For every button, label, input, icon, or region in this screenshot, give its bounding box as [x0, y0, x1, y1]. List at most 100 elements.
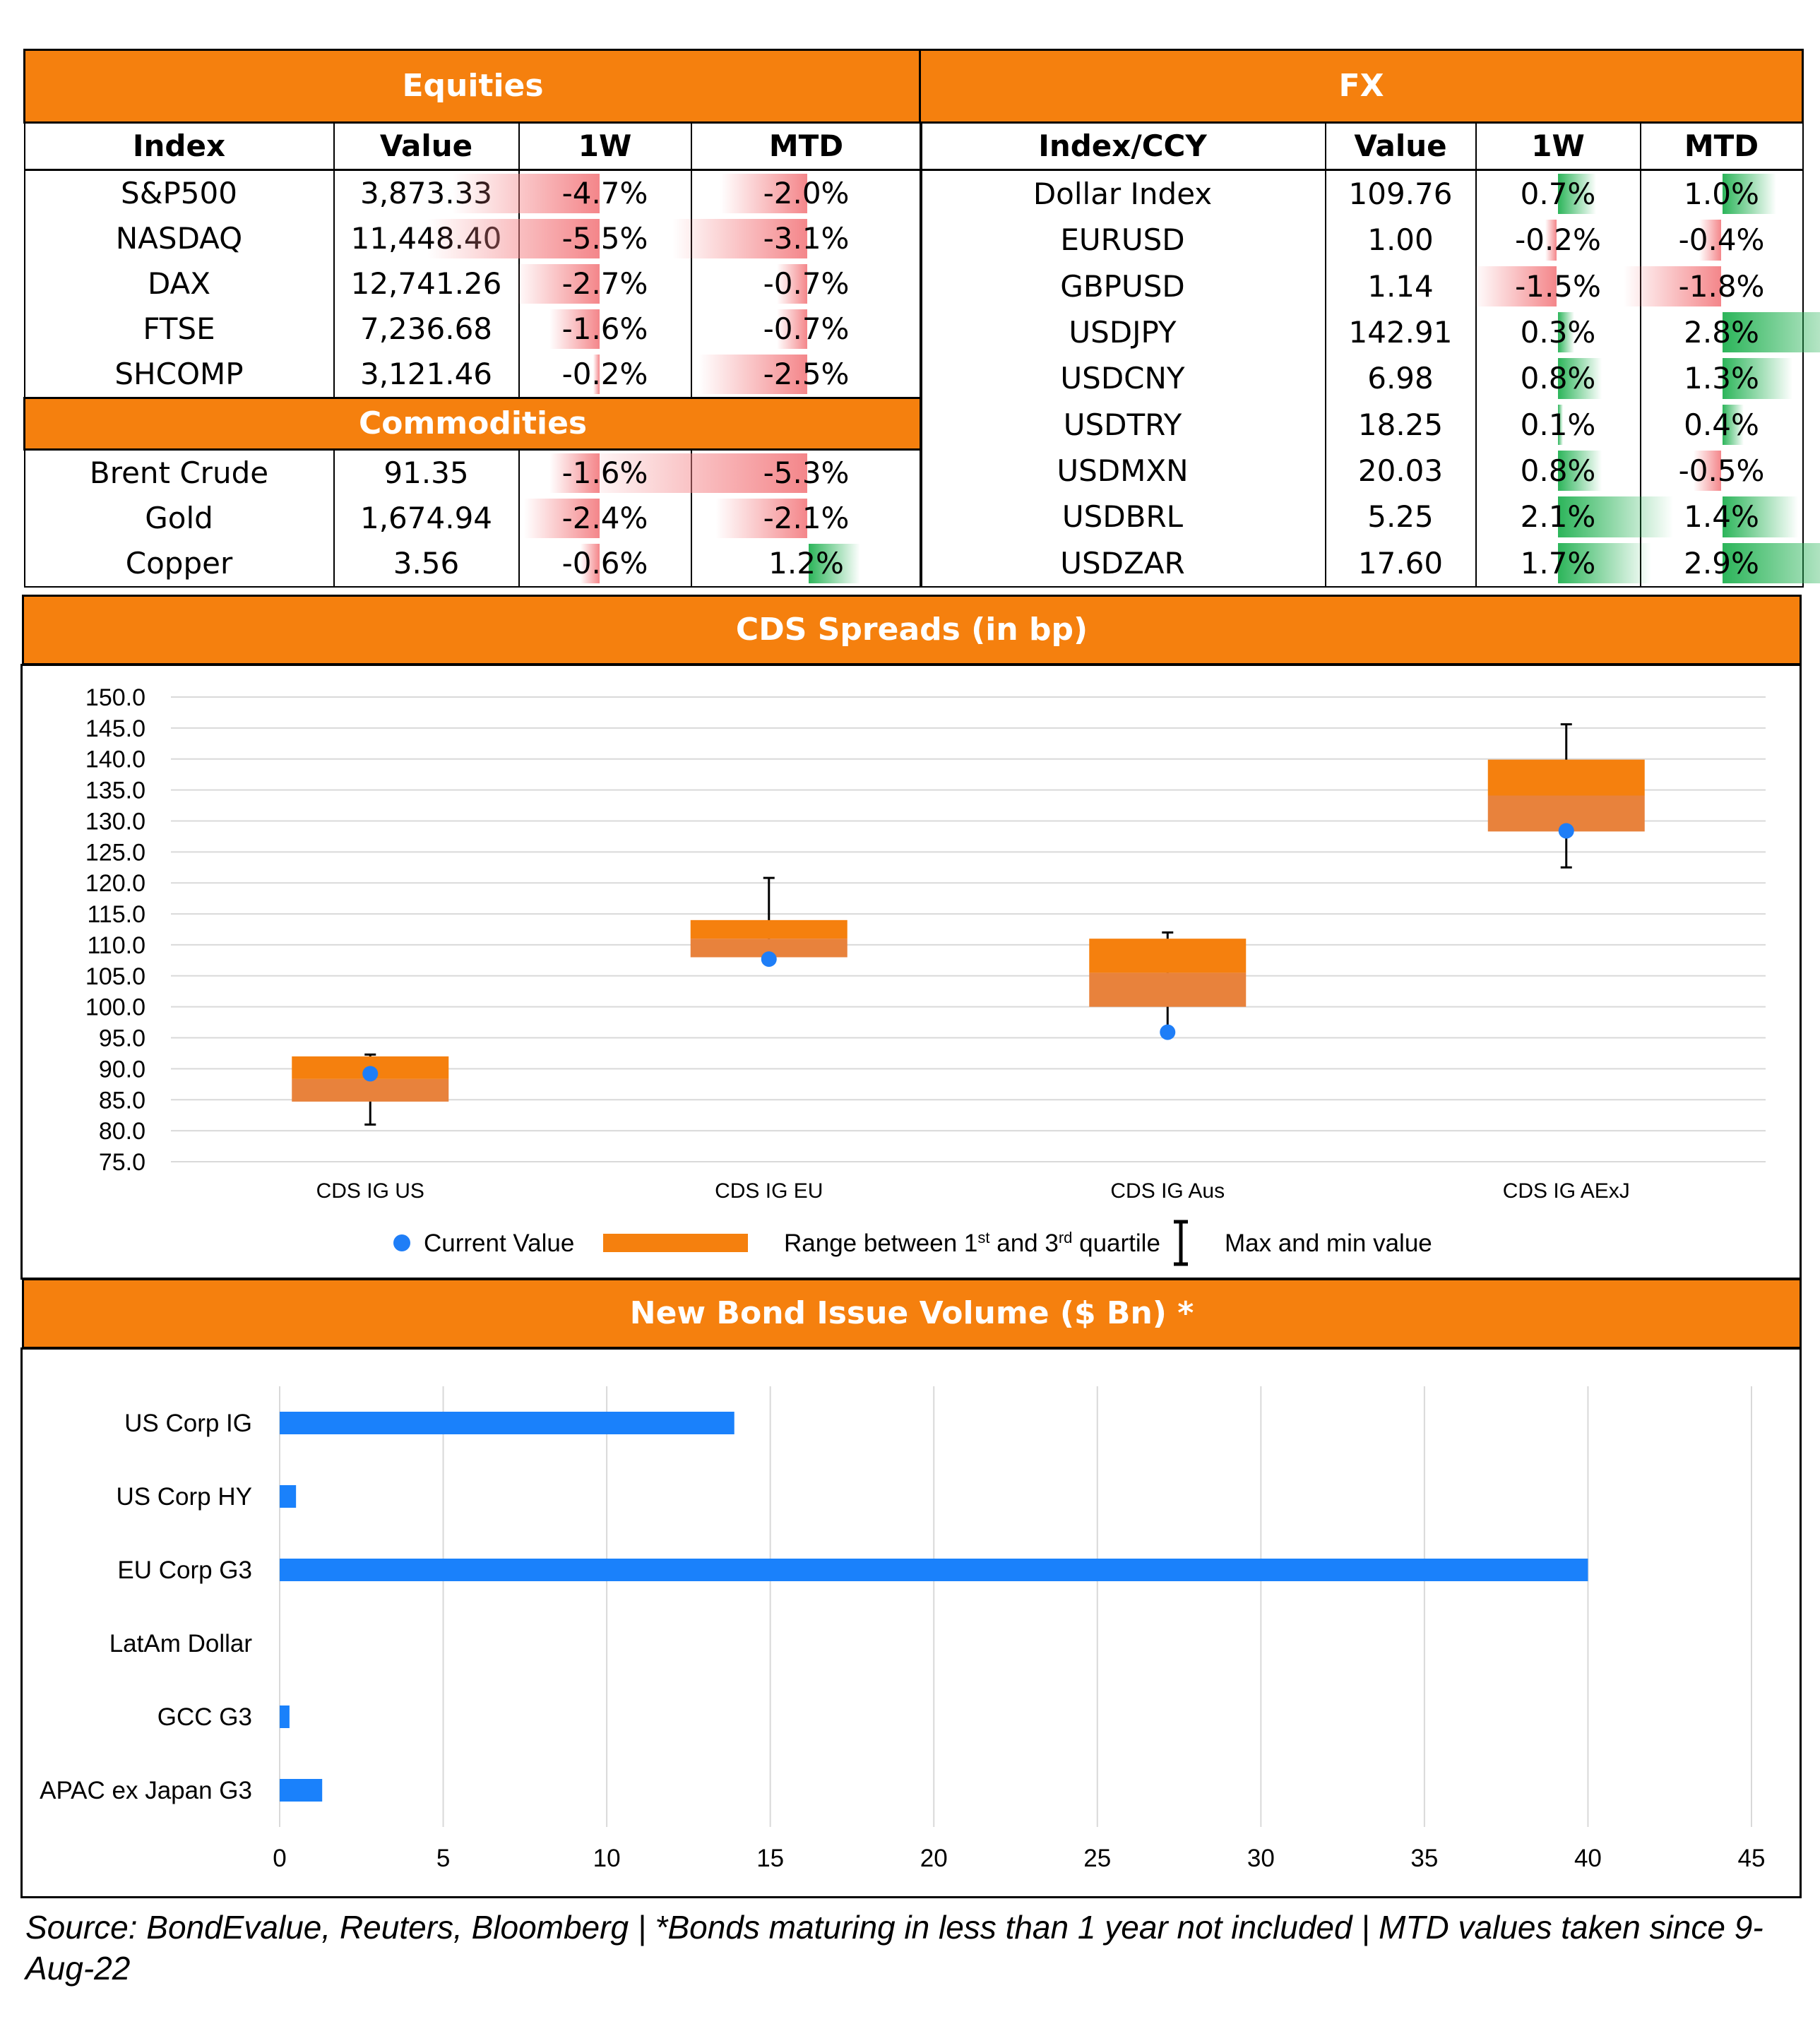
fx-value: 20.03: [1324, 447, 1477, 494]
fx-mtd-value: 2.8%: [1684, 314, 1759, 350]
equity-1w-bar: [593, 355, 600, 394]
box-upper: [1487, 759, 1645, 796]
fx-mtd: 2.8%: [1639, 309, 1820, 356]
fx-mtd-value: -1.8%: [1678, 268, 1765, 304]
fx-mtd-value: 0.4%: [1684, 407, 1759, 442]
equity-mtd-value: -0.7%: [763, 311, 850, 346]
equity-mtd-value: -3.1%: [763, 221, 850, 256]
equity-1w-value: -1.6%: [561, 311, 648, 346]
commodity-name: Brent Crude: [23, 449, 335, 496]
x-tick-label: 40: [1574, 1845, 1602, 1872]
y-tick-label: 90.0: [99, 1056, 145, 1083]
fx-mtd-wrap: 1.3%: [1641, 355, 1802, 401]
equity-mtd-wrap: -0.7%: [692, 261, 921, 306]
y-category-label: EU Corp G3: [117, 1556, 252, 1584]
equity-mtd: -0.7%: [690, 306, 922, 352]
current-value-dot: [1160, 1024, 1176, 1040]
equity-1w-bar: [452, 174, 600, 213]
commodity-mtd: -2.1%: [690, 496, 922, 541]
fx-1w: 0.7%: [1475, 169, 1641, 218]
fx-mtd-value: 1.0%: [1684, 177, 1759, 211]
volume-bar: [280, 1705, 290, 1728]
x-category-label: CDS IG EU: [715, 1179, 823, 1203]
equity-1w-value: -5.5%: [561, 221, 648, 256]
col-header-value: Value: [333, 121, 520, 171]
fx-mtd-value: -0.4%: [1678, 222, 1765, 258]
fx-mtd-wrap: 1.4%: [1641, 494, 1802, 540]
equity-mtd-wrap: -2.5%: [692, 352, 921, 397]
commodity-mtd-value: 1.2%: [768, 546, 844, 581]
fx-1w-wrap: 1.7%: [1477, 540, 1651, 586]
fx-mtd: 0.4%: [1639, 401, 1804, 448]
fx-value: 142.91: [1324, 309, 1477, 356]
equity-name: FTSE: [23, 306, 335, 352]
fx-1w-value: -0.2%: [1515, 222, 1601, 258]
equity-1w-bar: [514, 264, 600, 304]
commodity-mtd: -5.3%: [576, 449, 922, 496]
fx-1w-bar: [1557, 542, 1651, 583]
fx-mtd-bar: [1722, 542, 1820, 583]
fx-name: USDBRL: [919, 494, 1326, 540]
equity-1w: -4.7%: [452, 169, 692, 216]
col-header-index-ccy: Index/CCY: [919, 121, 1326, 171]
y-tick-label: 80.0: [99, 1118, 145, 1145]
fx-mtd-bar: [1722, 174, 1777, 215]
fx-name: USDTRY: [919, 401, 1326, 448]
commodity-mtd-bar: [576, 453, 807, 493]
fx-title: FX: [918, 49, 1804, 124]
fx-value: 1.14: [1324, 263, 1477, 309]
cds-chart: 75.0 80.0 85.0 90.0 95.0 100.0 105.0 110.0 115.0…: [85, 684, 1766, 1266]
equity-mtd-wrap: -2.0%: [692, 171, 921, 216]
fx-1w-bar: [1557, 358, 1602, 399]
fx-1w-wrap: -1.5%: [1474, 263, 1640, 309]
y-tick-label: 145.0: [85, 715, 145, 742]
equity-1w-bar: [549, 309, 600, 349]
fx-1w: 0.3%: [1475, 309, 1641, 356]
fx-1w-wrap: 0.7%: [1477, 171, 1640, 217]
legend-range-label: Range between 1st and 3rd quartile: [784, 1229, 1160, 1257]
fx-1w: 1.7%: [1475, 540, 1651, 588]
fx-value: 17.60: [1324, 540, 1477, 588]
fx-1w-value: -1.5%: [1515, 268, 1601, 304]
fx-name: USDMXN: [919, 447, 1326, 494]
equity-value: 7,236.68: [333, 306, 520, 352]
volume-bar: [280, 1779, 323, 1802]
fx-mtd: 1.0%: [1639, 169, 1804, 218]
table-row: SHCOMP 3,121.46 -0.2% -2.5%: [23, 352, 922, 399]
table-row: FTSE 7,236.68 -1.6% -0.7%: [23, 306, 922, 352]
fx-1w-bar: [1557, 404, 1564, 445]
fx-mtd: -0.5%: [1639, 447, 1804, 494]
x-category-label: CDS IG US: [316, 1179, 424, 1203]
equity-1w-bar: [427, 219, 600, 258]
equity-mtd-value: -2.0%: [763, 176, 850, 210]
equity-1w: -2.7%: [514, 261, 692, 306]
fx-mtd-value: 2.9%: [1684, 545, 1759, 581]
bond-chart-panel: 0 5 10 15 20 25 30 35 40 45 US Corp IG US Corp HY EU…: [20, 1347, 1802, 1898]
equity-mtd: -0.7%: [690, 261, 922, 306]
fx-1w-bar: [1557, 311, 1574, 353]
fx-mtd: -1.8%: [1623, 263, 1804, 309]
col-header-index: Index: [23, 121, 335, 171]
fx-name: USDCNY: [919, 355, 1326, 402]
equity-mtd-bar: [720, 174, 807, 213]
equity-1w-wrap: -5.5%: [427, 216, 691, 261]
x-tick-label: 5: [436, 1845, 450, 1872]
volume-bar: [280, 1559, 1588, 1581]
equity-1w-wrap: -1.6%: [520, 306, 691, 352]
commodity-1w-wrap: -1.6%: [520, 451, 691, 496]
fx-1w-wrap: 0.3%: [1477, 309, 1640, 355]
commodity-1w-bar: [580, 544, 600, 583]
fx-mtd-wrap: 2.8%: [1641, 309, 1820, 355]
commodities-title: Commodities: [23, 397, 923, 451]
equity-1w: -0.2%: [518, 352, 692, 399]
fx-mtd-bar: [1694, 450, 1721, 492]
x-category-label: CDS IG AExJ: [1503, 1179, 1630, 1203]
commodity-1w-wrap: -2.4%: [520, 496, 691, 541]
fx-mtd-bar: [1722, 496, 1798, 537]
y-tick-label: 95.0: [99, 1025, 145, 1052]
fx-1w-value: 0.8%: [1520, 361, 1596, 396]
y-tick-label: 140.0: [85, 746, 145, 773]
cds-title: CDS Spreads (in bp): [735, 612, 1088, 648]
x-tick-label: 45: [1738, 1845, 1766, 1872]
